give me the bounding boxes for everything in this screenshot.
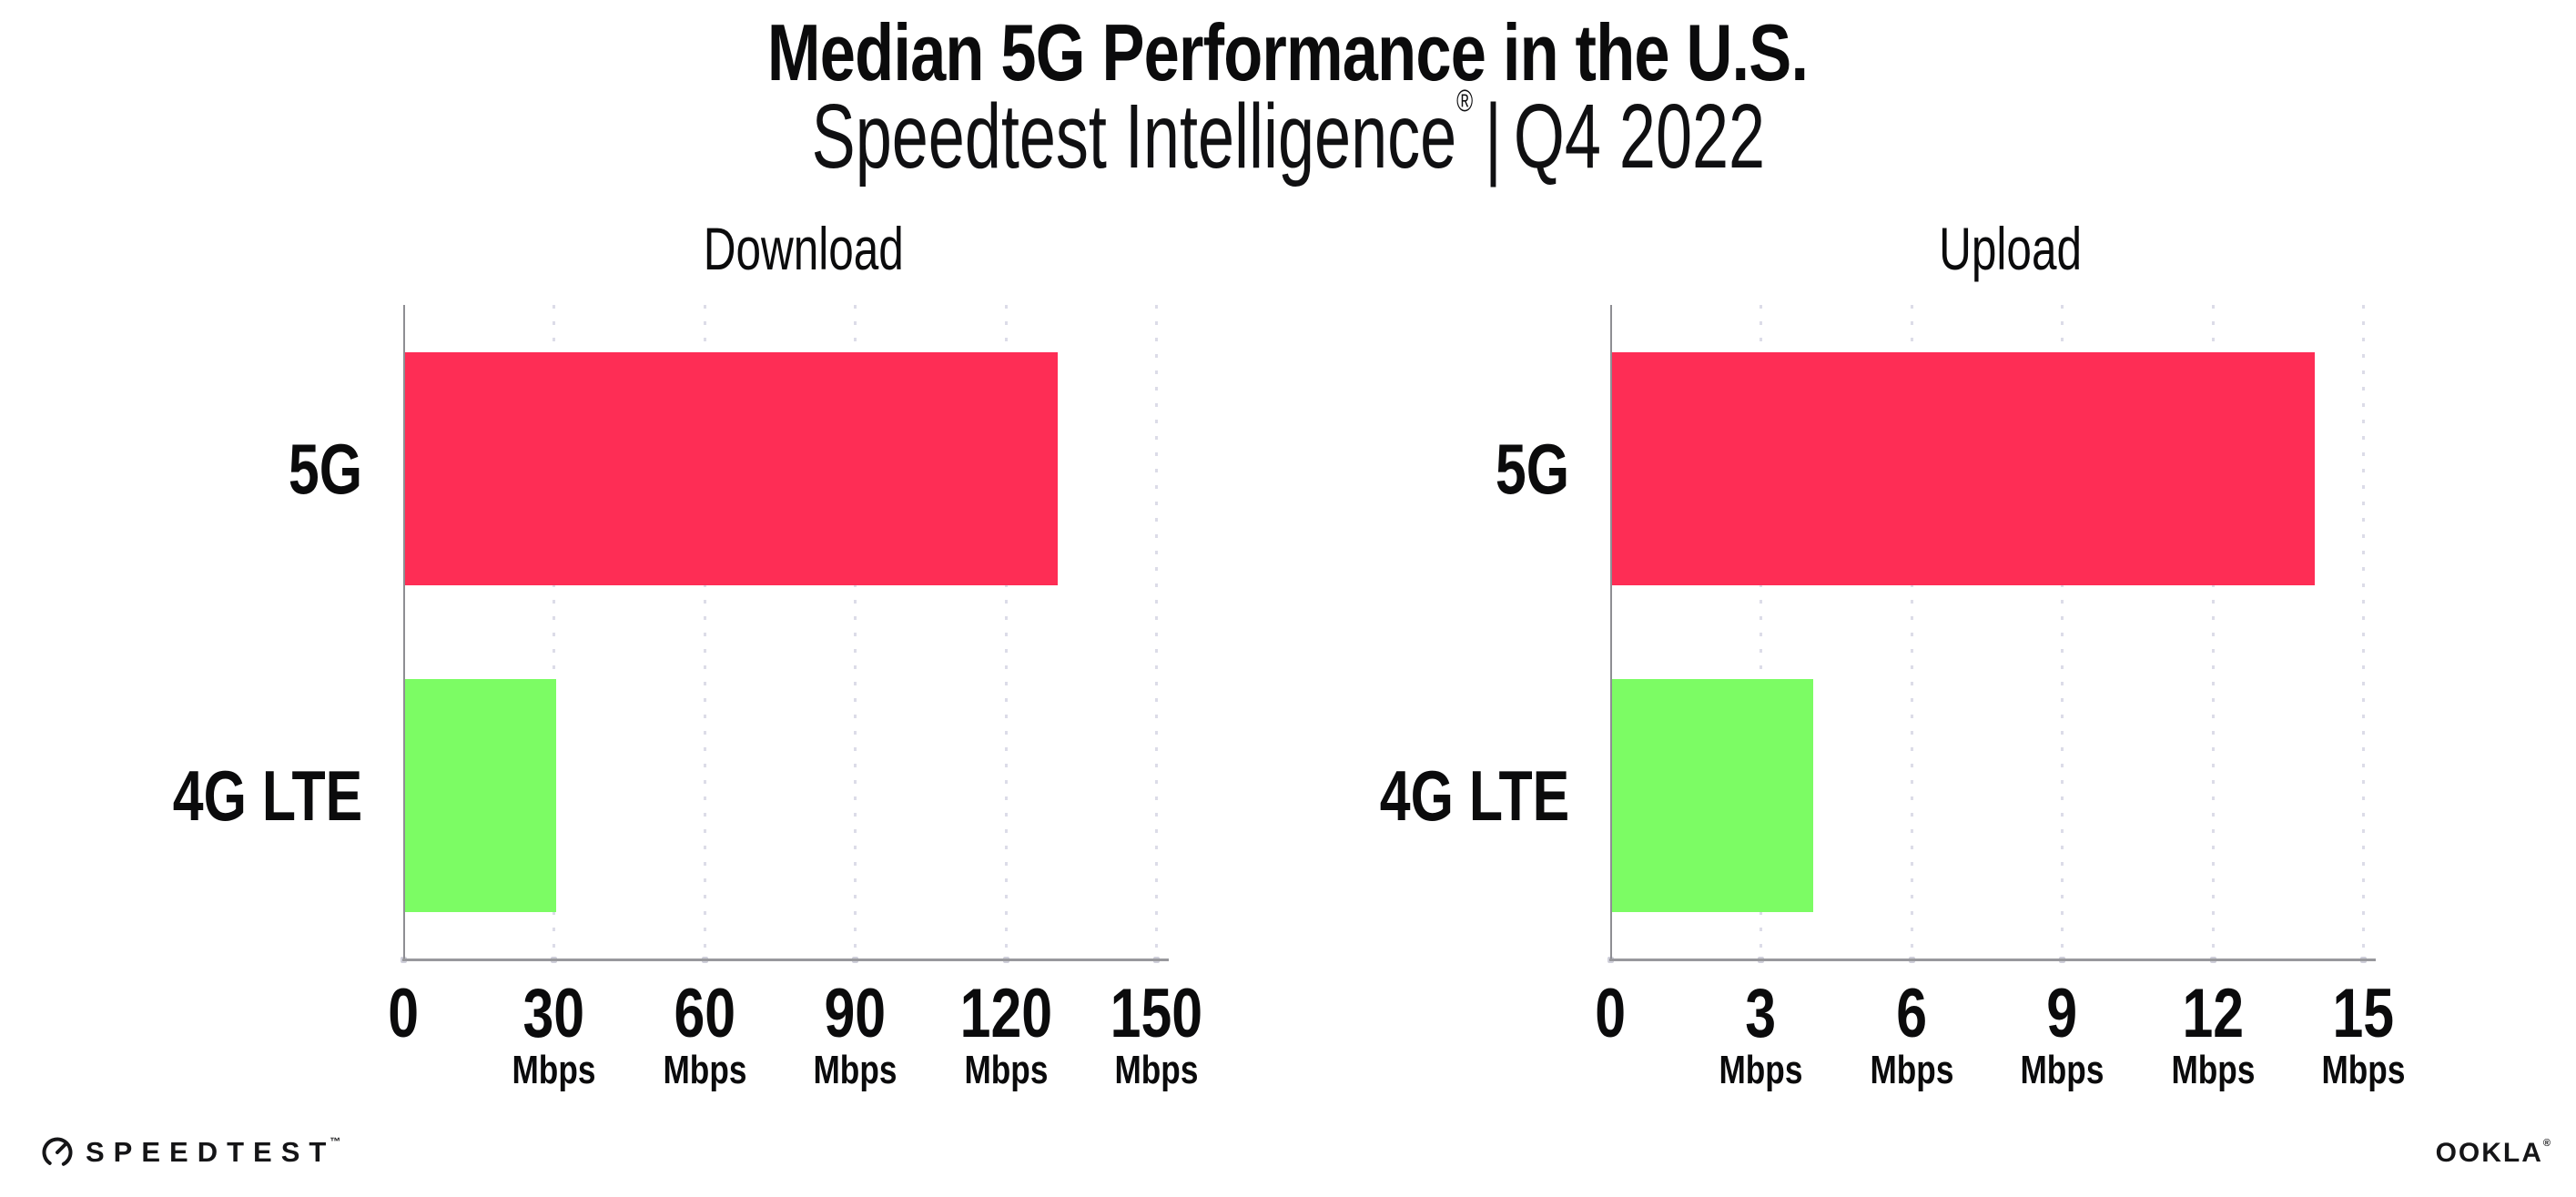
gridline-9 — [2061, 305, 2064, 959]
bar-5g — [405, 351, 1059, 585]
chart-title-download: Download — [703, 215, 904, 282]
category-label-5g: 5G — [288, 428, 362, 509]
x-tick-label: 9 — [2046, 975, 2078, 1052]
gridline-3 — [1760, 305, 1762, 959]
subtitle-period: Q4 2022 — [1513, 86, 1765, 188]
category-label-5g: 5G — [1495, 428, 1569, 509]
x-tick-label: 0 — [1595, 975, 1626, 1052]
registered-mark-small: ® — [2542, 1138, 2551, 1149]
gridline-120 — [1004, 305, 1008, 959]
page-title: Median 5G Performance in the U.S. — [767, 7, 1809, 97]
category-label-4g-lte: 4G LTE — [1379, 755, 1569, 836]
x-tick-unit: Mbps — [2321, 1048, 2406, 1092]
trademark-mark: ™ — [330, 1135, 341, 1149]
x-tick-label: 30 — [522, 975, 585, 1052]
gridline-150 — [1155, 305, 1158, 959]
x-tick-unit: Mbps — [964, 1048, 1048, 1092]
y-axis-line — [1610, 305, 1612, 959]
x-tick-label: 60 — [674, 975, 735, 1052]
bar-5g — [1612, 351, 2316, 585]
x-tick-unit: Mbps — [512, 1048, 596, 1092]
ookla-wordmark: OOKLA® — [2435, 1138, 2551, 1168]
x-tick-unit: Mbps — [1719, 1048, 1803, 1092]
gridline-90 — [854, 305, 857, 959]
bar-4g-lte — [405, 678, 556, 912]
x-tick-unit: Mbps — [1114, 1048, 1199, 1092]
gridline-12 — [2211, 305, 2215, 959]
speedometer-icon — [42, 1137, 73, 1168]
x-tick-label: 90 — [824, 975, 887, 1052]
x-tick-label: 6 — [1896, 975, 1927, 1052]
gridline-60 — [703, 305, 706, 959]
x-axis-line — [1609, 959, 2376, 961]
category-label-4g-lte: 4G LTE — [172, 755, 362, 836]
x-tick-unit: Mbps — [813, 1048, 898, 1092]
x-tick-unit: Mbps — [2020, 1048, 2104, 1092]
gridline-15 — [2362, 305, 2365, 959]
x-tick-label: 12 — [2182, 975, 2244, 1052]
x-tick-label: 15 — [2332, 975, 2395, 1052]
x-axis-line — [402, 959, 1169, 961]
subtitle-brand: Speedtest Intelligence — [811, 86, 1456, 188]
subtitle-separator: | — [1484, 86, 1502, 188]
ookla-logo: OOKLA® — [2435, 1138, 2551, 1168]
x-tick-label: 150 — [1110, 975, 1203, 1052]
speedtest-wordmark: SPEEDTEST™ — [86, 1135, 341, 1168]
speedtest-logo: SPEEDTEST™ — [40, 1134, 346, 1169]
x-tick-unit: Mbps — [2171, 1048, 2255, 1092]
x-tick-label: 120 — [959, 975, 1052, 1052]
bar-4g-lte — [1612, 678, 1813, 912]
gridline-30 — [553, 305, 555, 959]
page-subtitle: Speedtest Intelligence® | Q4 2022 — [0, 85, 2576, 188]
y-axis-line — [403, 305, 405, 959]
x-tick-label: 0 — [388, 975, 419, 1052]
chart-title-upload: Upload — [1939, 215, 2083, 282]
x-tick-unit: Mbps — [663, 1048, 746, 1092]
x-tick-unit: Mbps — [1870, 1048, 1953, 1092]
x-tick-label: 3 — [1745, 975, 1777, 1052]
registered-mark: ® — [1455, 83, 1473, 118]
gridline-6 — [1910, 305, 1913, 959]
